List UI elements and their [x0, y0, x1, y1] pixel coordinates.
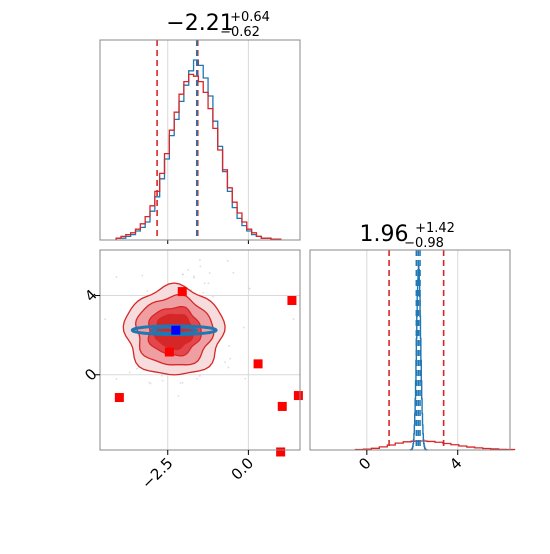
- background-sample-point: [242, 326, 245, 329]
- background-sample-point: [244, 377, 247, 380]
- background-sample-point: [198, 259, 201, 261]
- background-sample-point: [179, 382, 182, 385]
- xtick-label-bottom-right-1: 4: [446, 454, 465, 473]
- background-sample-point: [198, 375, 201, 377]
- background-sample-point: [160, 374, 163, 377]
- background-sample-point: [141, 274, 144, 277]
- background-sample-point: [161, 379, 164, 382]
- background-sample-point: [148, 381, 151, 384]
- title-top-left-sub: −0.62: [220, 25, 260, 40]
- scatter-bottom-left: [104, 259, 303, 457]
- red-marker-3: [253, 359, 263, 369]
- background-sample-point: [248, 287, 251, 290]
- xticks-bottom-left: −2.5 0.0: [138, 450, 257, 493]
- xtick-label-bottom-right-0: 0: [355, 454, 374, 473]
- red-marker-6: [293, 391, 303, 401]
- histogram-step-top-left-1: [115, 73, 282, 240]
- background-sample-point: [181, 381, 184, 384]
- panel-top-left: −2.21 +0.64 −0.62: [99, 10, 301, 244]
- blue-marker: [171, 325, 181, 335]
- frame-top-left: [99, 39, 301, 241]
- series-bottom-right: [354, 265, 516, 451]
- background-sample-point: [203, 282, 206, 285]
- yticks-bottom-left: 04: [81, 286, 100, 385]
- background-sample-point: [227, 366, 230, 369]
- title-bottom-right-sup: +1.42: [415, 221, 455, 236]
- title-bottom-right-main: 1.96: [360, 222, 409, 247]
- xtick-label-bottom-left-1: 0.0: [228, 454, 258, 484]
- background-sample-point: [202, 291, 205, 294]
- xtick-label-bottom-left-0: −2.5: [138, 454, 176, 492]
- quantile-lines-top-left: [156, 40, 199, 240]
- background-sample-point: [292, 318, 295, 320]
- red-marker-0: [177, 287, 187, 297]
- background-sample-point: [149, 382, 152, 385]
- background-sample-point: [228, 344, 231, 347]
- background-sample-point: [199, 265, 202, 268]
- grid-bottom-right: [366, 250, 459, 450]
- red-marker-2: [164, 347, 174, 357]
- grid-bottom-left: [100, 250, 300, 450]
- background-sample-point: [128, 371, 131, 374]
- title-top-left: −2.21: [166, 11, 233, 36]
- quantile-lines-bottom-right: [388, 250, 445, 450]
- red-marker-1: [287, 295, 297, 305]
- background-sample-point: [226, 260, 229, 262]
- title-top-left-sup: +0.64: [230, 10, 270, 25]
- title-top-left-main: −2.21: [166, 11, 233, 36]
- panel-bottom-left: −2.5 0.0 04: [81, 249, 303, 493]
- grid-top-left: [167, 40, 249, 244]
- histogram-step-bottom-right-red: [354, 440, 516, 451]
- red-marker-4: [114, 393, 124, 403]
- red-marker-7: [276, 447, 286, 457]
- background-sample-point: [104, 318, 107, 321]
- background-sample-point: [224, 361, 226, 363]
- background-sample-point: [187, 269, 190, 271]
- background-sample-point: [115, 378, 118, 380]
- background-sample-point: [181, 273, 184, 276]
- background-sample-point: [196, 377, 198, 380]
- background-sample-point: [115, 276, 118, 278]
- background-sample-point: [211, 295, 214, 298]
- background-sample-point: [177, 394, 180, 397]
- background-sample-point: [232, 271, 235, 274]
- background-sample-point: [193, 276, 195, 279]
- background-sample-point: [136, 367, 138, 370]
- background-sample-point: [146, 290, 149, 292]
- title-bottom-right: 1.96: [360, 222, 409, 247]
- title-bottom-right-sub: −0.98: [404, 236, 444, 251]
- background-sample-point: [208, 272, 211, 274]
- frame-bottom-right: [309, 249, 511, 451]
- frame-bottom-left: [99, 249, 301, 451]
- background-sample-point: [229, 357, 232, 360]
- background-sample-point: [193, 275, 195, 278]
- red-marker-5: [277, 401, 287, 411]
- background-sample-point: [207, 282, 210, 285]
